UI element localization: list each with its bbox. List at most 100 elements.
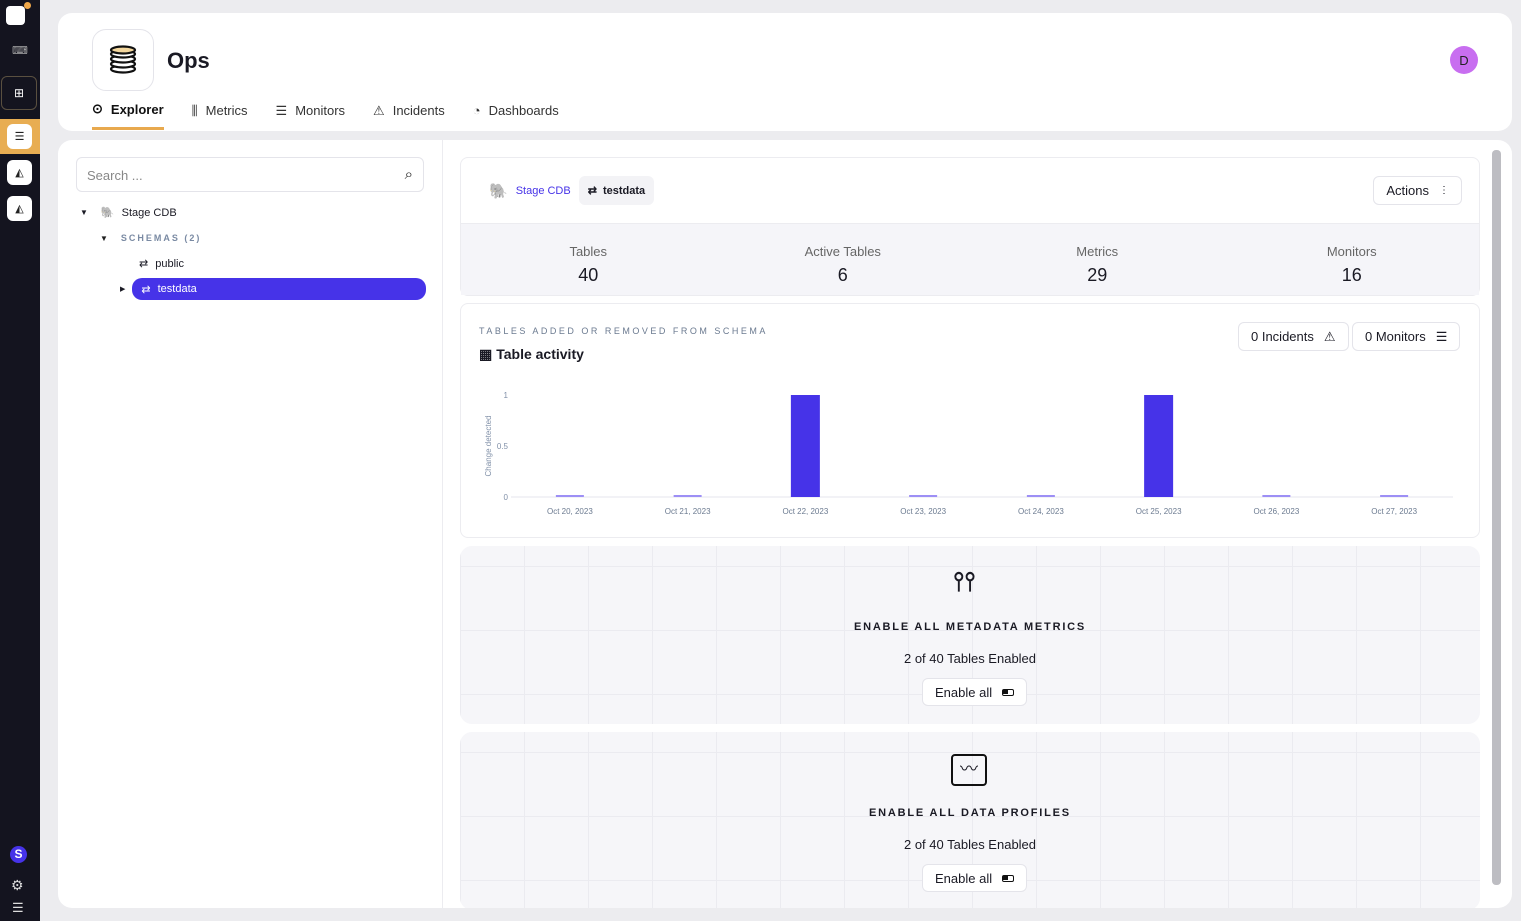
breadcrumb-source-link[interactable]: Stage CDB [515, 184, 571, 197]
enable-status: 2 of 40 Tables Enabled [903, 837, 1037, 852]
notification-dot [24, 2, 31, 9]
gauge-icon: ◔ [472, 103, 481, 118]
tree-item-testdata[interactable]: ▶ ⇄ testdata [120, 278, 427, 300]
chart-rail-button-1[interactable]: ◭ [7, 160, 32, 185]
stat-label: Tables [569, 244, 608, 259]
breadcrumb-schema-label: testdata [602, 184, 646, 197]
actions-button[interactable]: Actions ⋮ [1373, 176, 1462, 205]
incidents-button[interactable]: 0 Incidents ⚠ [1238, 322, 1349, 351]
tree-label: testdata [157, 283, 197, 295]
chart-rail-button-2[interactable]: ◭ [7, 196, 32, 221]
table-grid-icon: ▦ [479, 346, 493, 362]
enable-all-label: Enable all [935, 870, 993, 886]
database-rail-button[interactable]: ☰ [7, 124, 32, 149]
database-logo-icon [92, 29, 154, 91]
compass-icon: ⊙ [92, 101, 103, 116]
stat-label: Active Tables [804, 244, 881, 259]
tab-metrics[interactable]: ⫼ Metrics [192, 101, 248, 130]
stat-value: 40 [578, 265, 599, 285]
tree-label: Stage CDB [121, 206, 177, 219]
monitors-label: 0 Monitors [1365, 329, 1426, 344]
workspace-avatar[interactable]: S [10, 846, 27, 863]
list-icon: ☰ [1435, 328, 1448, 344]
bar [909, 495, 938, 497]
activity-kicker: TABLES ADDED OR REMOVED FROM SCHEMA [479, 326, 768, 336]
postgres-icon: 🐘 [100, 207, 115, 219]
breadcrumb-schema[interactable]: ⇄ testdata [578, 176, 655, 205]
search-input[interactable]: Search ... ⌕ [76, 157, 424, 192]
y-tick-label: 0.5 [497, 442, 509, 451]
bar [555, 495, 584, 497]
incidents-label: 0 Incidents [1251, 329, 1314, 344]
main-panel: Search ... ⌕ ▼ 🐘 Stage CDB ▼ SCHEMAS (2) ⇄ pu… [58, 140, 1512, 908]
activity-title: ▦ Table activity [479, 346, 584, 363]
caret-down-icon[interactable]: ▼ [100, 233, 110, 243]
tree-item-source[interactable]: ▼ 🐘 Stage CDB [80, 206, 177, 220]
tree-item-schemas[interactable]: ▼ SCHEMAS (2) [100, 233, 201, 243]
y-axis-label: Change detected [484, 416, 493, 477]
x-tick-label: Oct 25, 2023 [1136, 507, 1182, 516]
enable-all-label: Enable all [935, 684, 993, 700]
x-tick-label: Oct 23, 2023 [900, 507, 946, 516]
y-tick-label: 0 [504, 493, 509, 502]
bar [1144, 395, 1174, 497]
nav-tabs: ⊙ Explorer ⫼ Metrics ☰ Monitors ⚠ Incidents … [92, 101, 559, 130]
stat-monitors: Monitors 16 [1225, 224, 1480, 295]
activity-title-text: Table activity [496, 346, 584, 362]
monitors-button[interactable]: 0 Monitors ☰ [1352, 322, 1461, 351]
tab-incidents[interactable]: ⚠ Incidents [373, 101, 445, 130]
schema-icon: ⇄ [141, 283, 151, 296]
x-tick-label: Oct 20, 2023 [547, 507, 593, 516]
collapse-menu-icon[interactable]: ☰ [12, 900, 24, 915]
tree-label: public [155, 257, 184, 270]
keyboard-icon[interactable]: ⌨ [12, 45, 28, 57]
x-tick-label: Oct 22, 2023 [782, 507, 828, 516]
stat-label: Metrics [1076, 244, 1119, 259]
warning-icon: ⚠ [1323, 328, 1336, 344]
more-vertical-icon: ⋮ [1439, 185, 1449, 196]
toggle-icon [1002, 688, 1015, 696]
bar [1262, 495, 1291, 497]
stat-metrics: Metrics 29 [970, 224, 1225, 295]
app-header: Ops D ⊙ Explorer ⫼ Metrics ☰ Monitors ⚠ Inci… [58, 13, 1512, 131]
tab-label: Metrics [205, 103, 248, 118]
profile-chart-icon: 〰 [951, 754, 987, 786]
app-title: Ops [167, 48, 210, 73]
stat-value: 16 [1341, 265, 1362, 285]
stat-active-tables: Active Tables 6 [716, 224, 971, 295]
schema-detail: 🐘 Stage CDB ⇄ testdata Actions ⋮ Tables 40 … [460, 157, 1480, 908]
scrollbar[interactable] [1492, 150, 1501, 885]
tree-label: SCHEMAS (2) [120, 233, 202, 243]
caret-down-icon[interactable]: ▼ [80, 208, 88, 217]
bar [1026, 495, 1055, 497]
tab-monitors[interactable]: ☰ Monitors [276, 101, 346, 130]
enable-status: 2 of 40 Tables Enabled [903, 651, 1037, 666]
enable-metadata-metrics-panel: ⫯⫯ ENABLE ALL METADATA METRICS 2 of 40 T… [460, 546, 1480, 724]
search-placeholder: Search ... [87, 168, 143, 183]
warning-icon: ⚠ [373, 102, 385, 118]
actions-label: Actions [1386, 183, 1429, 198]
home-logo[interactable] [6, 6, 25, 25]
table-activity-card: TABLES ADDED OR REMOVED FROM SCHEMA ▦ Tab… [460, 303, 1480, 538]
tab-dashboards[interactable]: ◔ Dashboards [473, 101, 559, 130]
schema-summary-card: 🐘 Stage CDB ⇄ testdata Actions ⋮ Tables 40 … [460, 157, 1480, 296]
explorer-sidebar: Search ... ⌕ ▼ 🐘 Stage CDB ▼ SCHEMAS (2) ⇄ pu… [58, 140, 443, 908]
table-activity-chart: Change detected 0 0.5 1 Oct 20, 2023 Oct 21, … [484, 391, 1453, 516]
stat-value: 6 [837, 265, 848, 285]
metrics-illustration-icon: ⫯⫯ [953, 566, 976, 596]
tab-label: Incidents [392, 103, 445, 118]
tab-label: Explorer [110, 101, 164, 117]
settings-icon[interactable]: ⚙ [11, 877, 24, 893]
tab-explorer[interactable]: ⊙ Explorer [92, 101, 164, 130]
enable-all-metrics-button[interactable]: Enable all [922, 678, 1028, 706]
add-widget-button[interactable]: ⊞ [1, 76, 37, 110]
user-avatar[interactable]: D [1450, 46, 1478, 74]
bar [673, 495, 702, 497]
enable-all-profiles-button[interactable]: Enable all [922, 864, 1028, 892]
schema-icon: ⇄ [587, 185, 597, 197]
breadcrumb: 🐘 Stage CDB ⇄ testdata [461, 158, 1479, 223]
caret-right-icon[interactable]: ▶ [120, 286, 126, 293]
tab-label: Monitors [295, 103, 346, 118]
tree-item-public[interactable]: ⇄ public [139, 257, 184, 271]
search-icon[interactable]: ⌕ [404, 166, 413, 183]
